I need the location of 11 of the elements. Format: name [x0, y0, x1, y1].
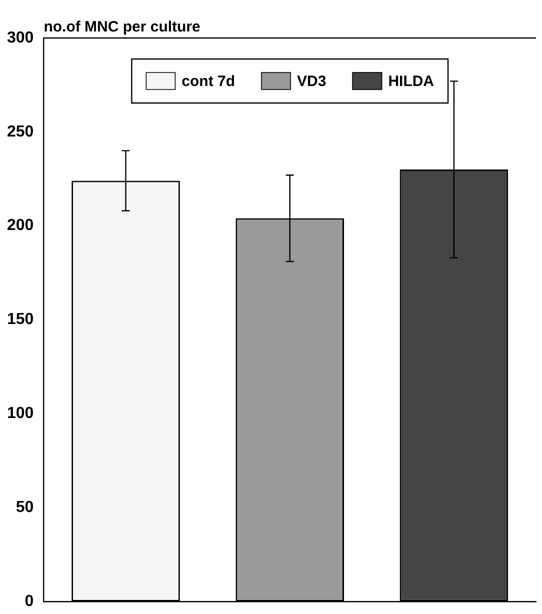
legend-label: VD3	[297, 73, 326, 90]
y-tick-label: 150	[6, 311, 34, 328]
legend-label: cont 7d	[182, 73, 236, 90]
y-tick-label: 250	[6, 123, 34, 140]
y-tick-label: 0	[24, 592, 34, 610]
y-tick-label: 200	[6, 217, 34, 234]
legend-label: HILDA	[388, 73, 434, 90]
y-tick-label: 300	[6, 29, 34, 46]
y-axis-title: no.of MNC per culture	[44, 18, 200, 36]
y-tick-label: 100	[6, 405, 34, 422]
y-tick-label: 50	[16, 498, 34, 516]
